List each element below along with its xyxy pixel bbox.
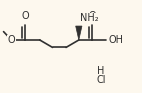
Text: OH: OH <box>109 35 124 45</box>
Polygon shape <box>76 26 82 40</box>
Text: Cl: Cl <box>96 74 106 85</box>
Text: O: O <box>21 11 29 21</box>
Text: NH₂: NH₂ <box>80 13 99 23</box>
Text: O: O <box>8 35 15 45</box>
Text: O: O <box>88 11 96 21</box>
Text: H: H <box>97 66 105 76</box>
